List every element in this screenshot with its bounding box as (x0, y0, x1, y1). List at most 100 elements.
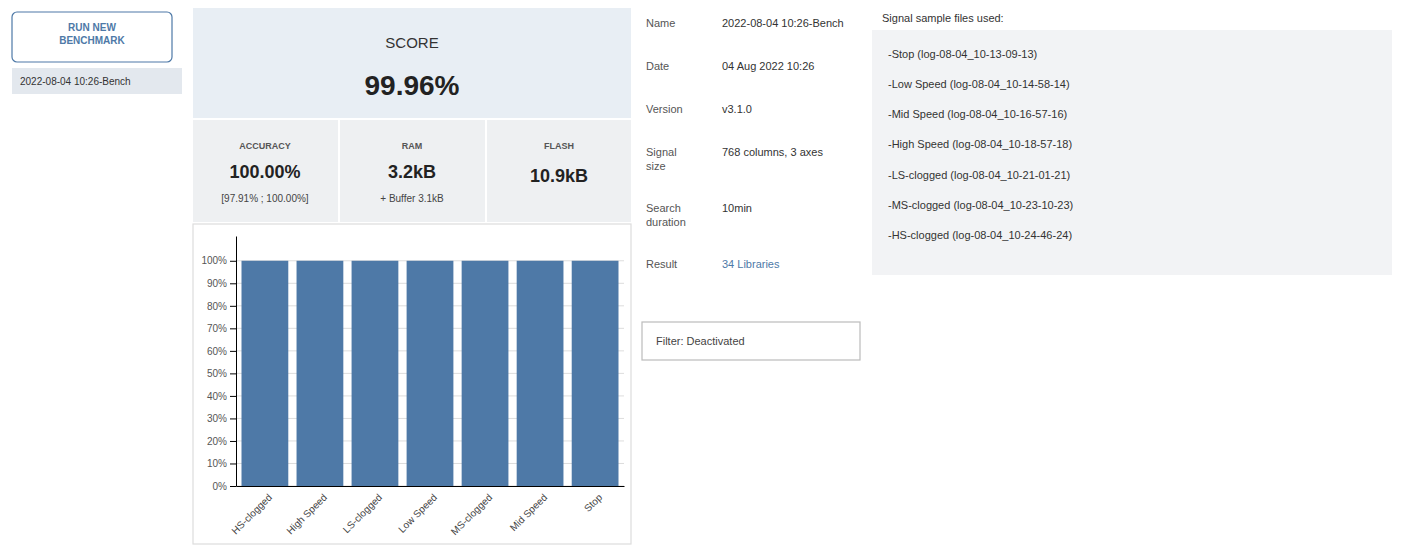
files-label: Signal sample files used: (882, 12, 1004, 24)
info-value: 04 Aug 2022 10:26 (722, 60, 814, 72)
score-label: SCORE (385, 34, 438, 51)
button-panel[interactable] (12, 12, 172, 62)
flash-panel (487, 120, 631, 222)
filter-label: Filter: Deactivated (656, 335, 745, 347)
tick-label: Stop (582, 491, 605, 514)
info-label: Searchduration (646, 202, 686, 228)
tick-mark (230, 306, 236, 307)
y-axis: 0% 10% 20% 30% 40% 50% 60% 70% 80% 90% 100% (201, 237, 236, 492)
chart-panel (193, 224, 631, 544)
bar (572, 261, 619, 486)
score-value: 99.96% (365, 70, 460, 101)
tick-label: High Speed (284, 492, 329, 537)
bar (242, 261, 289, 486)
x-axis: HS-cloggedHigh SpeedLS-cloggedLow SpeedM… (229, 487, 624, 538)
info-value: 10min (722, 202, 752, 214)
tick-label: 30% (207, 413, 227, 424)
tick: 30% (207, 413, 236, 424)
ram-label: RAM (402, 141, 423, 151)
bar (517, 261, 564, 486)
tick-mark (230, 463, 236, 464)
tick-label: MS-clogged (449, 492, 495, 538)
info-label: Name (646, 17, 675, 29)
tick-label: 20% (207, 436, 227, 447)
file-entry: -MS-clogged (log-08-04_10-23-10-23) (888, 199, 1073, 211)
file-entry: -Low Speed (log-08-04_10-14-58-14) (888, 78, 1070, 90)
info-value: 768 columns, 3 axes (722, 146, 823, 158)
ram-sub: + Buffer 3.1kB (380, 193, 444, 204)
axis-line (236, 237, 237, 487)
accuracy-range: [97.91% ; 100.00%] (221, 193, 309, 204)
tick-label: 80% (207, 301, 227, 312)
tick: 80% (207, 301, 236, 312)
tick: 50% (207, 368, 236, 379)
bar (297, 261, 344, 486)
info-label: Signalsize (646, 146, 677, 172)
ram-panel (340, 120, 485, 222)
tick-mark (230, 441, 236, 442)
filter-panel (642, 322, 860, 360)
info-label: Date (646, 60, 669, 72)
tick-label: 50% (207, 368, 227, 379)
file-entry: -LS-clogged (log-08-04_10-21-01-21) (888, 169, 1070, 181)
score-panel (193, 8, 631, 118)
dashboard: RUN NEWBENCHMARK 2022-08-04 10:26-Bench SC… (0, 0, 1420, 551)
info-value: v3.1.0 (722, 103, 752, 115)
info-label: Version (646, 103, 683, 115)
accuracy-label: ACCURACY (239, 141, 291, 151)
tick-mark (230, 351, 236, 352)
panels (12, 8, 1392, 544)
file-entry: -High Speed (log-08-04_10-18-57-18) (888, 138, 1072, 150)
info-value: 34 Libraries (722, 258, 780, 270)
tick-label: Low Speed (396, 492, 439, 535)
bench-label: 2022-08-04 10:26-Bench (20, 76, 131, 87)
tick-label: Mid Speed (508, 492, 550, 534)
ram-value: 3.2kB (388, 162, 436, 182)
tick: 70% (207, 323, 236, 334)
tick-mark (230, 396, 236, 397)
tick: 90% (207, 278, 236, 289)
flash-value: 10.9kB (530, 166, 588, 186)
files-panel (872, 30, 1392, 275)
file-entry: -HS-clogged (log-08-04_10-24-46-24) (888, 229, 1072, 241)
tick-label: 100% (201, 255, 227, 266)
bench-panel (12, 68, 182, 94)
tick: 40% (207, 391, 236, 402)
tick: HS-clogged (229, 492, 274, 537)
tick-mark (230, 373, 236, 374)
tick-mark (230, 283, 236, 284)
info-value: 2022-08-04 10:26-Bench (722, 17, 844, 29)
bar (462, 261, 509, 486)
tick: Mid Speed (508, 492, 550, 534)
tick-label: 60% (207, 346, 227, 357)
tick-mark (230, 418, 236, 419)
tick: 20% (207, 436, 236, 447)
button-label[interactable]: RUN NEWBENCHMARK (59, 22, 125, 46)
tick-label: 40% (207, 391, 227, 402)
tick-label: 70% (207, 323, 227, 334)
tick-mark (230, 261, 236, 262)
info-label: Result (646, 258, 677, 270)
tick: Stop (582, 491, 605, 514)
tick: High Speed (284, 492, 329, 537)
tick-mark (230, 486, 236, 487)
bars (242, 261, 619, 486)
tick: Low Speed (396, 492, 439, 535)
tick: 100% (201, 255, 236, 266)
tick-label: 10% (207, 458, 227, 469)
tick: 0% (213, 481, 236, 492)
tick: MS-clogged (449, 492, 495, 538)
grid (236, 261, 624, 486)
file-entry: -Mid Speed (log-08-04_10-16-57-16) (888, 108, 1067, 120)
flash-label: FLASH (544, 141, 574, 151)
accuracy-panel (193, 120, 338, 222)
tick: LS-clogged (341, 492, 385, 536)
tick: 60% (207, 346, 236, 357)
tick: 10% (207, 458, 236, 469)
file-entry: -Stop (log-08-04_10-13-09-13) (888, 48, 1037, 60)
tick-label: 0% (213, 481, 228, 492)
tick-label: LS-clogged (341, 492, 385, 536)
bar (352, 261, 399, 486)
bar (407, 261, 454, 486)
tick-mark (230, 328, 236, 329)
